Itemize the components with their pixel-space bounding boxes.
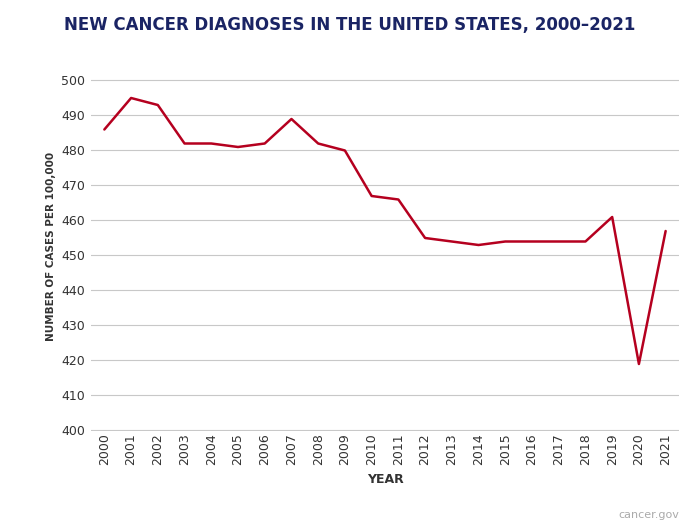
X-axis label: YEAR: YEAR <box>367 474 403 487</box>
Text: cancer.gov: cancer.gov <box>618 510 679 520</box>
Y-axis label: NUMBER OF CASES PER 100,000: NUMBER OF CASES PER 100,000 <box>46 152 56 341</box>
Text: NEW CANCER DIAGNOSES IN THE UNITED STATES, 2000–2021: NEW CANCER DIAGNOSES IN THE UNITED STATE… <box>64 16 636 34</box>
